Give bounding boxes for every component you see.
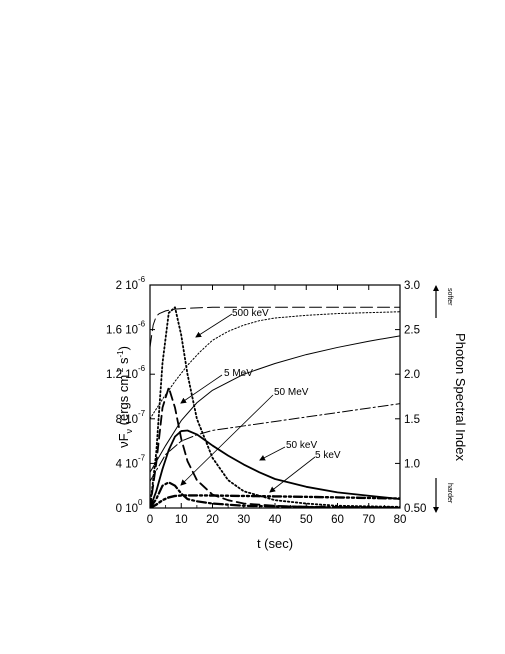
x-tick-label: 80 bbox=[394, 514, 407, 526]
x-tick-label: 30 bbox=[237, 514, 250, 526]
annotation-50kev: 50 keV bbox=[259, 440, 317, 461]
y-left-tick-label: 1.6 10 bbox=[106, 325, 138, 337]
series-line-50-mev bbox=[150, 481, 400, 508]
y-left-tick-label: 1.2 10 bbox=[106, 369, 138, 381]
x-axis-title: t (sec) bbox=[257, 536, 293, 551]
svg-text:νFν (ergs cm-2 s-1): νFν (ergs cm-2 s-1) bbox=[116, 346, 134, 448]
series-line-index-50-kev bbox=[150, 335, 400, 473]
y-left-tick-exponent: -6 bbox=[138, 320, 146, 329]
y-right-tick-label: 1.0 bbox=[404, 458, 420, 470]
softer-indicator: softer bbox=[433, 285, 453, 318]
series-line-index-5-kev bbox=[150, 403, 400, 482]
svg-text:5 MeV: 5 MeV bbox=[224, 368, 253, 379]
harder-indicator: harder bbox=[433, 478, 453, 513]
series-line-5-kev bbox=[150, 494, 400, 508]
series-line-5-mev bbox=[150, 386, 400, 508]
series-layer bbox=[150, 306, 400, 508]
x-tick-label: 40 bbox=[269, 514, 282, 526]
x-tick-label: 10 bbox=[175, 514, 188, 526]
annotation-500kev: 500 keV bbox=[195, 308, 269, 338]
y-left-tick-label: 8 10 bbox=[116, 414, 138, 426]
svg-text:Photon Spectral Index: Photon Spectral Index bbox=[453, 333, 468, 461]
x-tick-label: 70 bbox=[362, 514, 375, 526]
y-left-tick-label: 4 10 bbox=[116, 458, 138, 470]
svg-text:500 keV: 500 keV bbox=[232, 308, 269, 319]
y-axis-left-title: νFν (ergs cm-2 s-1) bbox=[116, 346, 134, 448]
x-tick-label: 20 bbox=[206, 514, 219, 526]
series-line-index-500-kev bbox=[150, 311, 400, 420]
y-left-tick-exponent: -7 bbox=[138, 409, 146, 418]
series-line-500-kev bbox=[150, 306, 400, 508]
y-left-tick-exponent: 0 bbox=[138, 498, 143, 507]
x-tick-label: 0 bbox=[147, 514, 153, 526]
x-tick-label: 60 bbox=[331, 514, 344, 526]
y-left-tick-exponent: -6 bbox=[138, 364, 146, 373]
y-left-tick-label: 2 10 bbox=[116, 280, 138, 292]
annotation-50mev: 50 MeV bbox=[180, 387, 309, 486]
y-right-tick-label: 2.0 bbox=[404, 369, 420, 381]
svg-text:50 MeV: 50 MeV bbox=[274, 387, 309, 398]
svg-text:softer: softer bbox=[446, 288, 453, 306]
svg-text:harder: harder bbox=[446, 483, 453, 504]
annotation-5mev: 5 MeV bbox=[180, 368, 253, 404]
series-line-index-5-mev bbox=[150, 306, 400, 348]
y-left-tick-exponent: -6 bbox=[138, 275, 146, 284]
x-tick-label: 50 bbox=[300, 514, 313, 526]
y-left-tick-label: 0 10 bbox=[116, 503, 138, 515]
y-left-tick-exponent: -7 bbox=[138, 453, 146, 462]
svg-text:5 keV: 5 keV bbox=[315, 450, 341, 461]
annotation-5kev: 5 keV bbox=[269, 450, 341, 493]
y-right-tick-label: 1.5 bbox=[404, 414, 420, 426]
svg-text:50 keV: 50 keV bbox=[286, 440, 317, 451]
y-right-tick-label: 2.5 bbox=[404, 325, 420, 337]
y-right-tick-label: 0.50 bbox=[404, 503, 426, 515]
y-right-tick-label: 3.0 bbox=[404, 280, 420, 292]
series-line-50-kev bbox=[150, 429, 400, 508]
y-axis-right-title: Photon Spectral Index bbox=[453, 333, 468, 461]
